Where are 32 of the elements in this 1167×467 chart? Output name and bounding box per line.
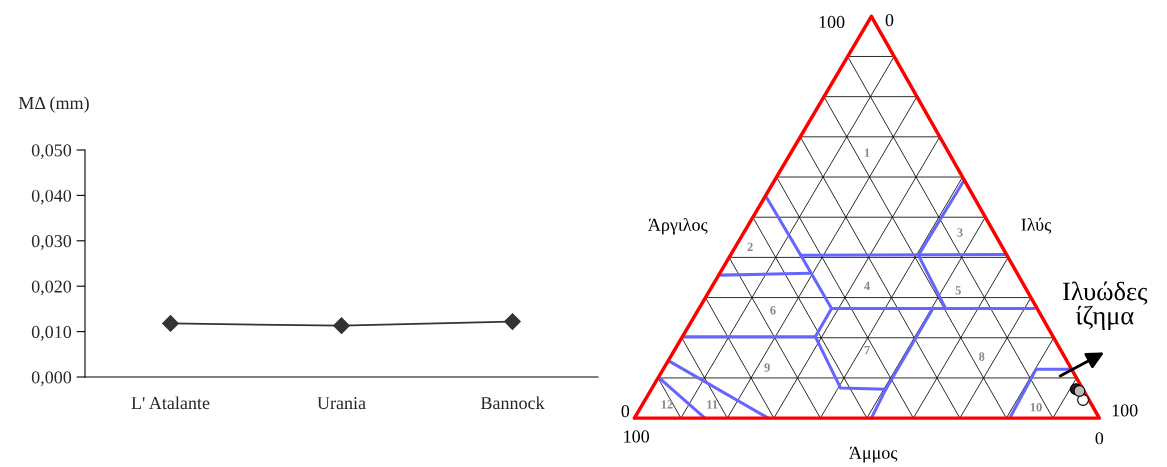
- y-tick-label: 0,020: [31, 280, 72, 296]
- text: 100: [624, 430, 650, 443]
- text: 100: [1112, 404, 1138, 417]
- y-tick-label: 0,040: [31, 189, 72, 205]
- text: 5: [955, 286, 961, 295]
- text: Άργιλος: [648, 217, 708, 235]
- text: 1: [864, 148, 870, 157]
- text: 6: [770, 306, 776, 315]
- text: 0: [1095, 432, 1104, 445]
- text: 10: [1030, 403, 1042, 412]
- text: 4: [864, 281, 870, 291]
- y-tick-label: 0,050: [31, 144, 72, 160]
- text: Ιλύς: [1021, 217, 1052, 234]
- x-tick-label: Bannock: [480, 396, 545, 410]
- y-tick-label: 0,010: [31, 325, 72, 341]
- x-tick-label: Urania: [317, 397, 366, 410]
- text: 0: [885, 14, 894, 27]
- text: 9: [764, 363, 770, 372]
- text: 100: [819, 15, 845, 29]
- text: 3: [957, 228, 963, 237]
- text: 2: [747, 242, 753, 251]
- text: 8: [979, 352, 985, 361]
- text: 12: [661, 400, 673, 409]
- y-tick-label: 0,030: [31, 235, 72, 250]
- text: 0: [621, 405, 630, 418]
- text: Ιλυώδες ίζημα: [1062, 281, 1148, 330]
- text: 11: [707, 400, 718, 409]
- y-axis-title: ΜΔ (mm): [18, 96, 89, 113]
- text: 7: [864, 345, 870, 355]
- y-tick-label: 0,000: [31, 371, 72, 387]
- x-tick-label: L' Atalante: [131, 396, 210, 410]
- text: Άμμος: [849, 446, 898, 463]
